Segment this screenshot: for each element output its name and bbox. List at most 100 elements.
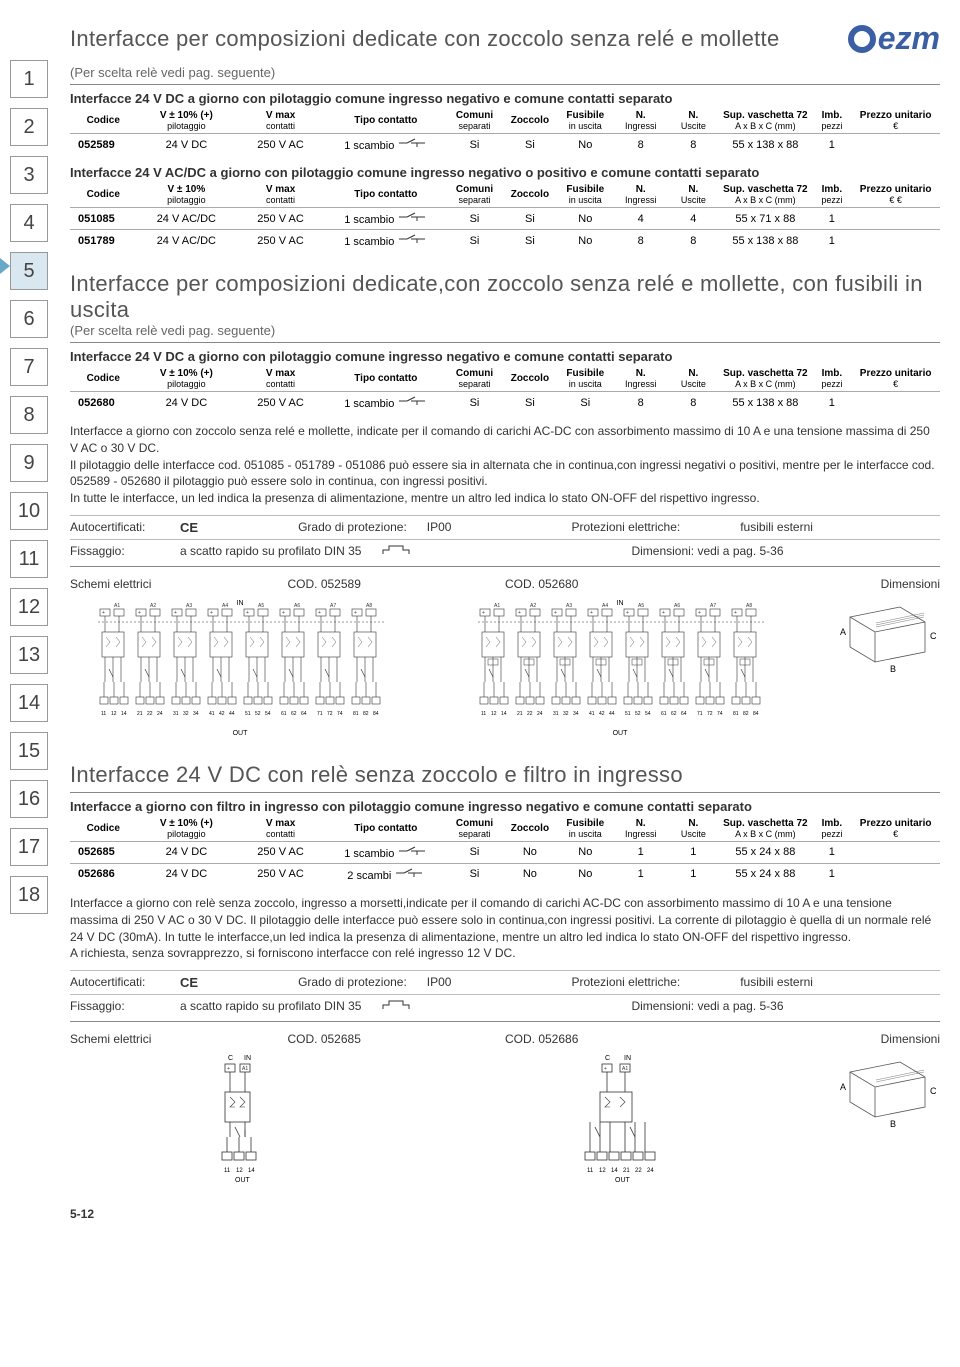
svg-text:C: C [605, 1055, 610, 1062]
svg-text:71: 71 [317, 711, 323, 717]
schematic-dim-label: Dimensioni [723, 1032, 941, 1046]
dimension-drawing: A B C [830, 597, 940, 692]
svg-text:+: + [518, 610, 521, 616]
sidebar-num-13: 13 [10, 636, 48, 674]
svg-text:81: 81 [353, 711, 359, 717]
svg-text:42: 42 [599, 711, 605, 717]
sidebar-num-11: 11 [10, 540, 48, 578]
svg-text:IN: IN [617, 600, 624, 607]
svg-text:51: 51 [625, 711, 631, 717]
svg-text:11: 11 [224, 1168, 231, 1174]
autocert-label: Autocertificati: [70, 975, 160, 990]
table-row: 05178924 V AC/DC250 V AC 1 scambio SiSiN… [70, 230, 940, 252]
sidebar-num-1: 1 [10, 60, 48, 98]
schematic-svg-icon: IN + A1 11 12 14 + A2 [70, 597, 410, 737]
sidebar-num-4: 4 [10, 204, 48, 242]
svg-text:A5: A5 [638, 603, 644, 609]
schematic-cod1: COD. 052685 [288, 1032, 506, 1046]
svg-text:22: 22 [147, 711, 153, 717]
svg-text:+: + [590, 610, 593, 616]
din-rail-icon [381, 999, 411, 1011]
sidebar-num-10: 10 [10, 492, 48, 530]
svg-text:A4: A4 [602, 603, 608, 609]
svg-text:84: 84 [373, 711, 379, 717]
schematic-052680: IN + A1 11 12 14 + A2 [450, 597, 790, 742]
svg-text:52: 52 [635, 711, 641, 717]
divider [70, 1021, 940, 1022]
svg-text:+: + [554, 610, 557, 616]
dimension-svg-icon: A B C [830, 1052, 940, 1142]
section3-desc: Interfacce a giorno con relè senza zocco… [70, 895, 940, 962]
divider [70, 84, 940, 85]
svg-text:21: 21 [517, 711, 523, 717]
din-rail-icon [381, 544, 411, 556]
svg-text:31: 31 [173, 711, 179, 717]
protez-value: fusibili esterni [740, 975, 813, 990]
info-row-fissaggio-3: Fissaggio: a scatto rapido su profilato … [70, 994, 940, 1017]
svg-text:14: 14 [121, 711, 127, 717]
info-row-autocert-3: Autocertificati: CE Grado di protezione:… [70, 970, 940, 994]
svg-text:41: 41 [589, 711, 595, 717]
svg-text:54: 54 [645, 711, 651, 717]
fissaggio-label: Fissaggio: [70, 999, 160, 1013]
fissaggio-value: a scatto rapido su profilato DIN 35 [180, 999, 361, 1013]
table-row: 05268524 V DC250 V AC 1 scambio SiNoNo 1… [70, 841, 940, 863]
schematic-area-2: Schemi elettrici COD. 052685 COD. 052686… [70, 1032, 940, 1187]
svg-text:62: 62 [291, 711, 297, 717]
page-footer: 5-12 [70, 1207, 940, 1221]
svg-text:64: 64 [301, 711, 307, 717]
svg-text:82: 82 [743, 711, 749, 717]
svg-text:21: 21 [137, 711, 143, 717]
schematic-cod2: COD. 052686 [505, 1032, 723, 1046]
table-row: 05268024 V DC250 V AC 1 scambio SiSiSi 8… [70, 392, 940, 414]
logo-circle-icon [848, 25, 876, 53]
svg-text:62: 62 [671, 711, 677, 717]
grado-value: IP00 [427, 520, 452, 535]
sidebar-num-14: 14 [10, 684, 48, 722]
protez-label: Protezioni elettriche: [571, 520, 680, 535]
autocert-label: Autocertificati: [70, 520, 160, 535]
sidebar-num-5: 5 [10, 252, 48, 290]
svg-text:A: A [840, 627, 846, 637]
svg-text:71: 71 [697, 711, 703, 717]
svg-text:82: 82 [363, 711, 369, 717]
svg-text:11: 11 [101, 711, 106, 717]
svg-text:B: B [890, 1119, 896, 1129]
info-row-autocert: Autocertificati: CE Grado di protezione:… [70, 515, 940, 539]
section2-desc: Interfacce a giorno con zoccolo senza re… [70, 423, 940, 507]
svg-text:+: + [227, 1066, 230, 1072]
svg-text:+: + [734, 610, 737, 616]
svg-text:31: 31 [553, 711, 559, 717]
schematic-052589: IN + A1 11 12 14 + A2 [70, 597, 410, 742]
sidebar: 123456789101112131415161718 [10, 60, 48, 914]
svg-text:+: + [626, 610, 629, 616]
ce-mark-icon: CE [180, 520, 198, 535]
svg-text:+: + [482, 610, 485, 616]
svg-text:A1: A1 [242, 1066, 248, 1072]
table2: Codice V ± 10%pilotaggio V maxcontatti T… [70, 182, 940, 251]
svg-text:OUT: OUT [613, 730, 629, 737]
schematic-label: Schemi elettrici [70, 1032, 288, 1046]
section1-title: Interfacce per composizioni dedicate con… [70, 26, 779, 52]
sidebar-num-16: 16 [10, 780, 48, 818]
svg-text:12: 12 [491, 711, 497, 717]
section2-title: Interfacce per composizioni dedicate,con… [70, 271, 940, 323]
svg-text:+: + [662, 610, 665, 616]
svg-text:12: 12 [599, 1168, 606, 1174]
schematic-svg-icon: CIN +A1 111214 OUT [200, 1052, 280, 1182]
svg-text:A1: A1 [622, 1066, 628, 1072]
fissaggio-value: a scatto rapido su profilato DIN 35 [180, 544, 361, 558]
svg-text:11: 11 [481, 711, 486, 717]
svg-text:72: 72 [327, 711, 333, 717]
table2-title: Interfacce 24 V AC/DC a giorno con pilot… [70, 165, 940, 180]
svg-text:C: C [228, 1055, 233, 1062]
svg-text:A3: A3 [566, 603, 572, 609]
svg-text:61: 61 [281, 711, 287, 717]
table-row: 05108524 V AC/DC250 V AC 1 scambio SiSiN… [70, 208, 940, 230]
divider [70, 342, 940, 343]
sidebar-num-2: 2 [10, 108, 48, 146]
svg-text:74: 74 [717, 711, 723, 717]
svg-text:52: 52 [255, 711, 261, 717]
table-row: 05268624 V DC250 V AC 2 scambi SiNoNo 11… [70, 863, 940, 885]
svg-text:64: 64 [681, 711, 687, 717]
